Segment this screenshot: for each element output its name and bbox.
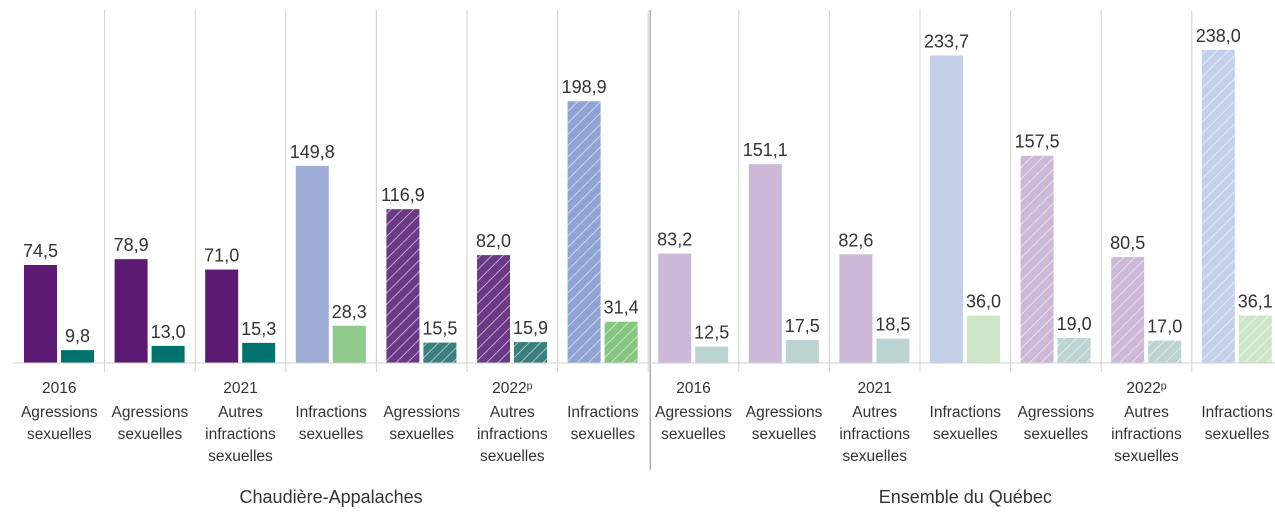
bar xyxy=(567,101,601,364)
bar xyxy=(242,342,276,363)
value-label: 74,5 xyxy=(23,241,58,261)
bar xyxy=(205,269,239,363)
bar xyxy=(748,164,782,363)
value-label: 71,0 xyxy=(204,246,239,266)
value-label: 12,5 xyxy=(694,323,729,343)
category-label: Autres infractions sexuelles xyxy=(476,404,548,465)
value-label: 36,1 xyxy=(1238,291,1273,311)
value-label: 198,9 xyxy=(562,77,607,97)
bar xyxy=(151,345,185,363)
category-label: Agressions sexuelles xyxy=(1017,404,1095,443)
value-label: 13,0 xyxy=(151,322,186,342)
category-label: Autres infractions sexuelles xyxy=(1111,404,1182,465)
value-label: 149,8 xyxy=(290,142,335,162)
region-label: Ensemble du Québec xyxy=(878,487,1052,507)
value-label: 18,5 xyxy=(875,315,910,335)
year-label: 2016 xyxy=(676,380,711,397)
value-label: 36,0 xyxy=(966,292,1001,312)
bar xyxy=(604,321,638,363)
category-label: Agressions sexuelles xyxy=(111,404,189,443)
bar xyxy=(1020,155,1054,363)
category-label: Agressions sexuelles xyxy=(20,404,98,443)
year-label: 2021 xyxy=(857,380,892,397)
value-label: 83,2 xyxy=(657,230,692,250)
value-label: 31,4 xyxy=(604,298,639,318)
value-label: 78,9 xyxy=(114,235,149,255)
bar xyxy=(24,264,57,363)
bar xyxy=(1238,315,1272,363)
value-label: 17,0 xyxy=(1147,317,1182,337)
year-label: 2022ᵖ xyxy=(492,380,533,397)
value-label: 151,1 xyxy=(743,140,788,160)
bar xyxy=(876,338,910,363)
bar xyxy=(1201,49,1235,364)
year-label: 2022ᵖ xyxy=(1126,380,1167,397)
bar xyxy=(785,339,819,363)
bar xyxy=(386,209,420,363)
region-label: Chaudière-Appalaches xyxy=(239,487,423,507)
bar xyxy=(695,346,729,363)
value-label: 17,5 xyxy=(785,316,820,336)
value-label: 82,6 xyxy=(838,230,873,250)
year-label: 2021 xyxy=(223,380,258,397)
category-label: Infractions sexuelles xyxy=(295,404,367,443)
value-label: 116,9 xyxy=(381,185,425,205)
category-label: Autres infractions sexuelles xyxy=(205,404,276,465)
category-label: Agressions sexuelles xyxy=(655,404,732,443)
category-label: Infractions sexuelles xyxy=(929,404,1002,443)
value-label: 15,3 xyxy=(241,319,276,339)
bar xyxy=(1148,340,1182,363)
bar xyxy=(839,254,873,363)
bar xyxy=(967,315,1000,363)
bar xyxy=(514,342,547,363)
bar xyxy=(295,165,329,363)
value-label: 238,0 xyxy=(1196,26,1241,46)
value-label: 82,0 xyxy=(476,231,511,251)
bar xyxy=(332,325,366,363)
value-label: 15,5 xyxy=(422,319,457,339)
value-label: 15,9 xyxy=(513,318,548,338)
value-label: 157,5 xyxy=(1015,132,1060,152)
category-label: Agressions sexuelles xyxy=(383,404,461,443)
bar xyxy=(477,255,510,363)
bar xyxy=(61,350,94,363)
value-label: 19,0 xyxy=(1057,314,1092,334)
bar xyxy=(1057,337,1091,363)
bar xyxy=(658,253,692,363)
category-label: Autres infractions sexuelles xyxy=(839,404,911,465)
year-label: 2016 xyxy=(42,380,77,397)
bar xyxy=(114,259,148,363)
value-label: 9,8 xyxy=(65,326,90,346)
bar xyxy=(423,342,457,363)
value-label: 233,7 xyxy=(924,31,969,51)
value-label: 80,5 xyxy=(1110,233,1145,253)
category-label: Infractions sexuelles xyxy=(567,404,639,443)
bar xyxy=(930,55,963,363)
value-label: 28,3 xyxy=(332,302,367,322)
bar xyxy=(1111,257,1145,363)
category-label: Agressions sexuelles xyxy=(745,404,823,443)
category-label: Infractions sexuelles xyxy=(1201,404,1273,443)
